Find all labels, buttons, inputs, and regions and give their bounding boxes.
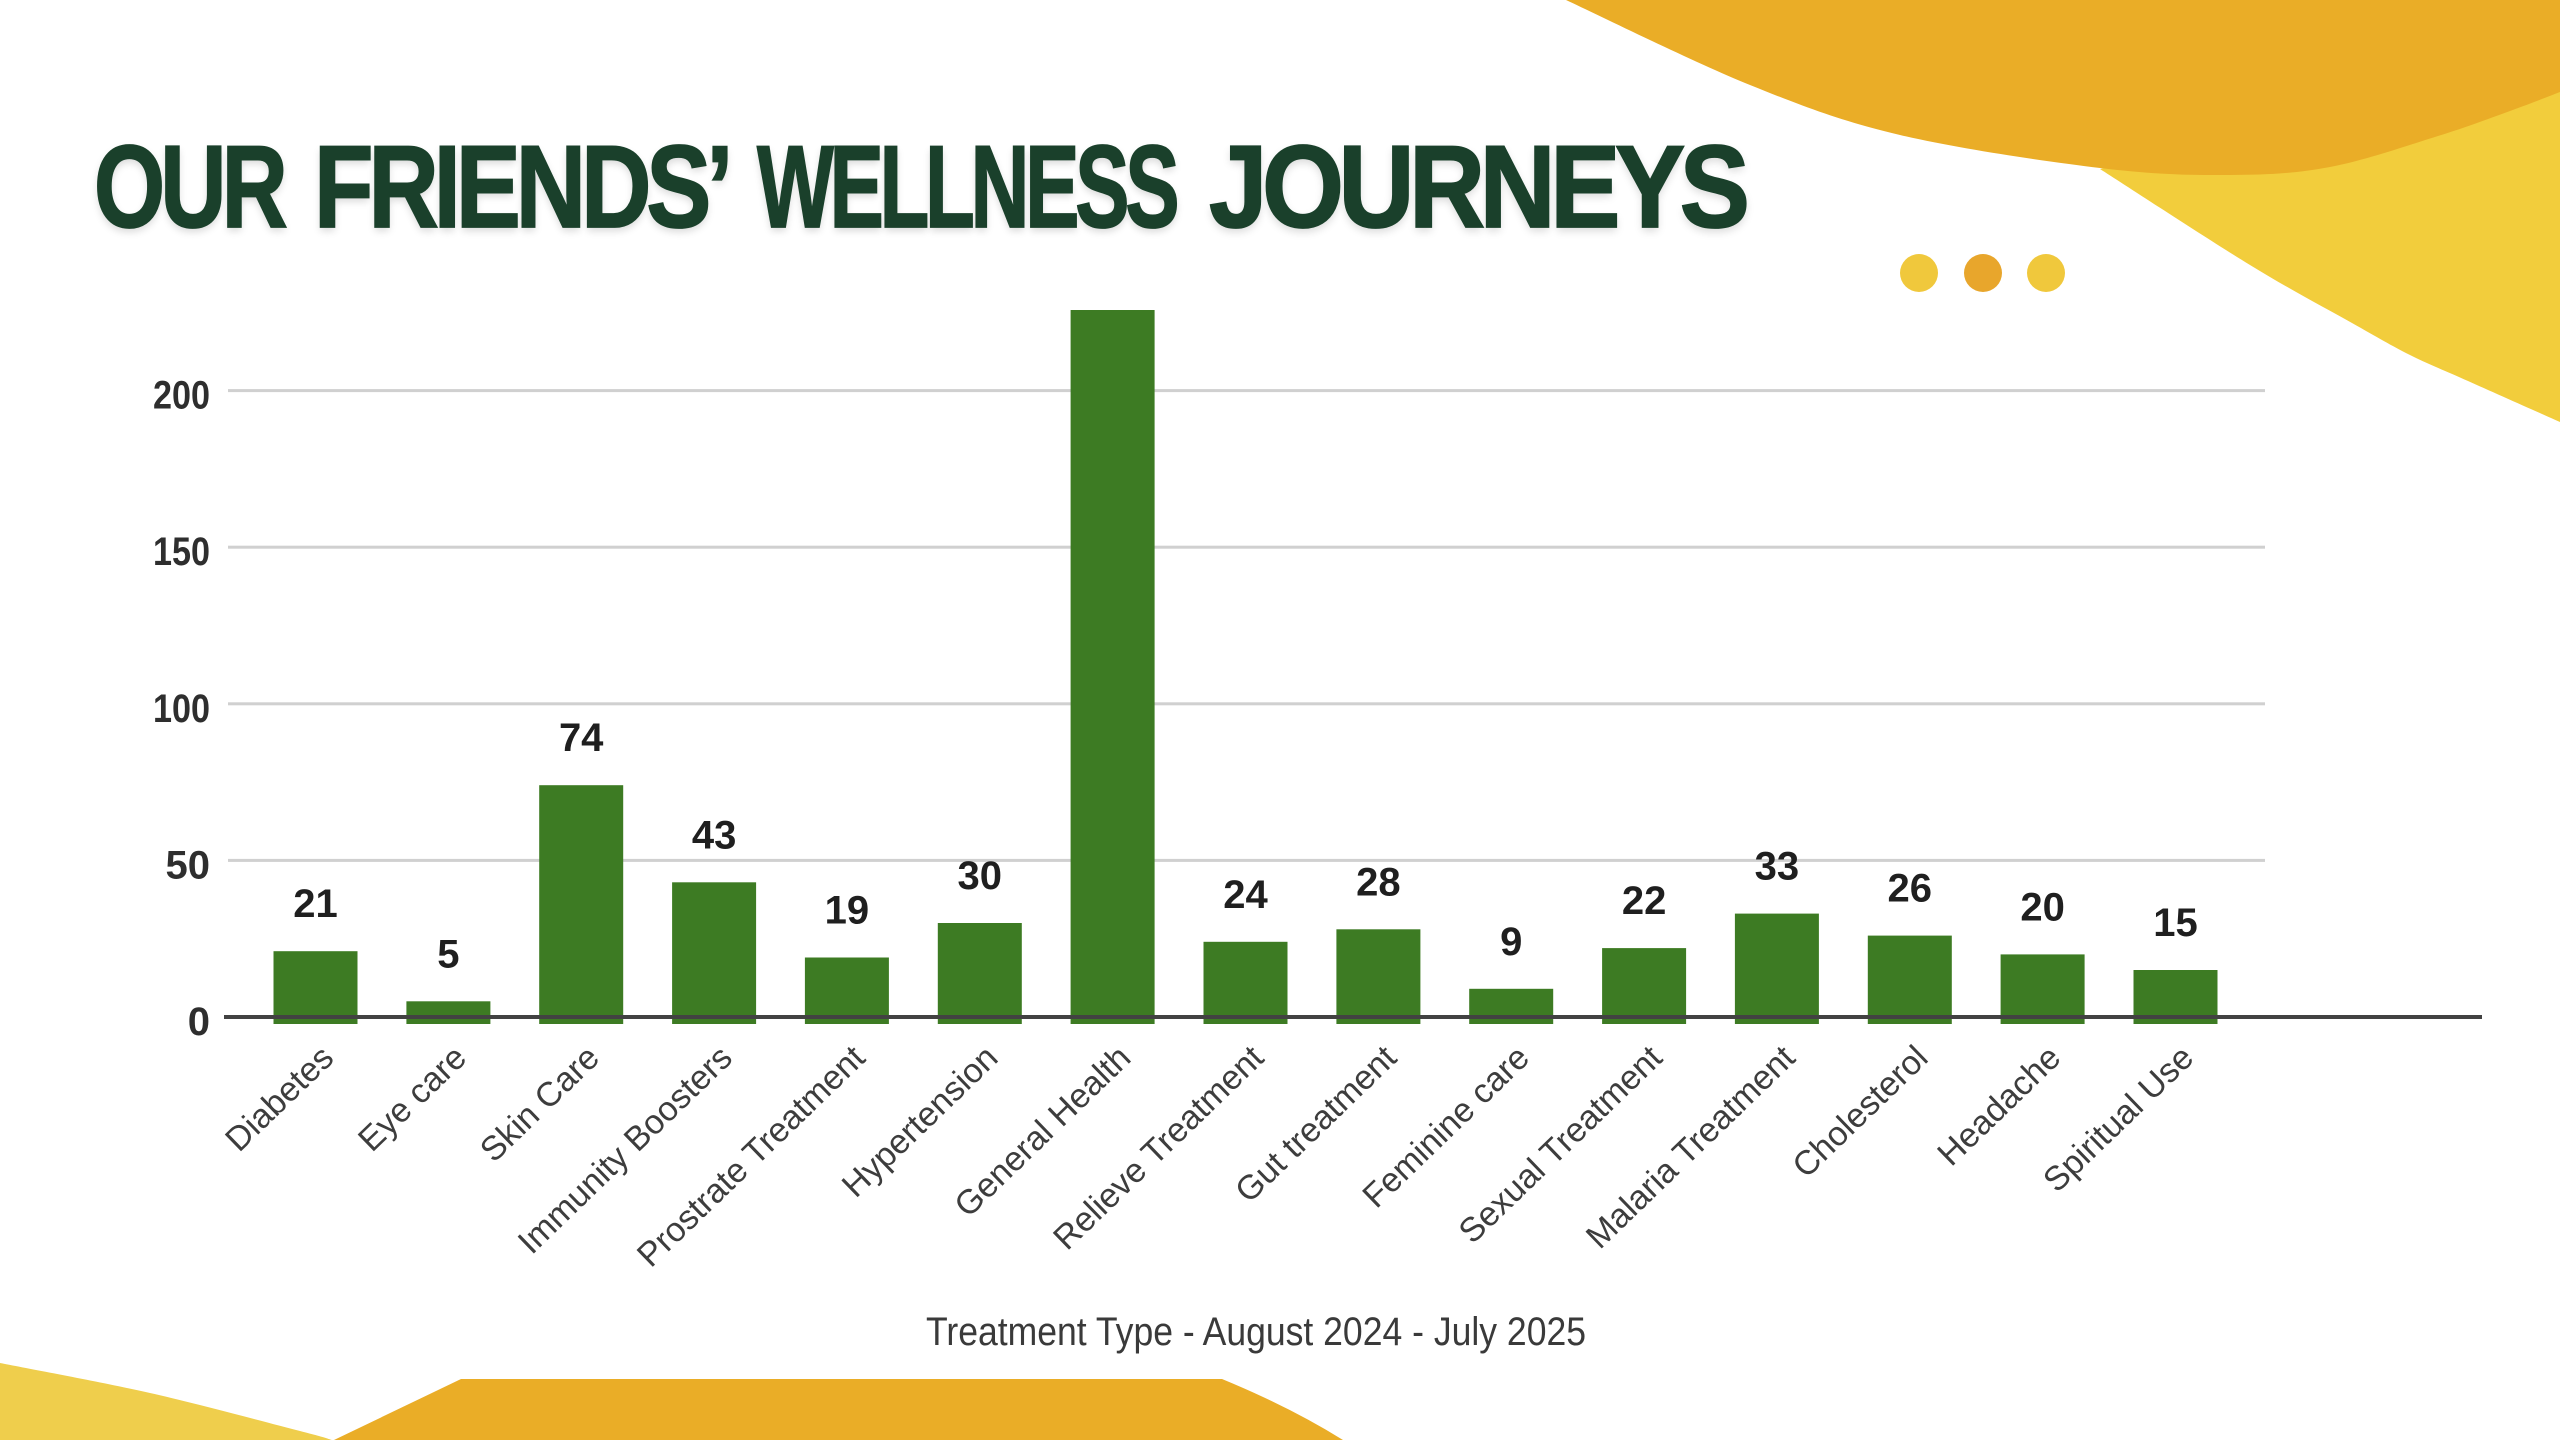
svg-text:5: 5 (437, 932, 459, 976)
svg-text:0: 0 (188, 1000, 210, 1044)
svg-text:21: 21 (293, 882, 338, 926)
svg-text:9: 9 (1500, 920, 1522, 964)
svg-text:Cholesterol: Cholesterol (1785, 1038, 1935, 1185)
svg-text:150: 150 (153, 530, 210, 574)
svg-text:43: 43 (692, 813, 737, 857)
svg-text:24: 24 (1223, 873, 1268, 917)
svg-text:28: 28 (1356, 860, 1401, 904)
svg-text:Headache: Headache (1930, 1038, 2068, 1173)
svg-text:Skin Care: Skin Care (473, 1038, 607, 1169)
svg-text:74: 74 (559, 716, 604, 760)
svg-text:30: 30 (958, 854, 1003, 898)
svg-text:Treatment Type - August 2024 -: Treatment Type - August 2024 - July 2025 (926, 1310, 1586, 1354)
svg-text:50: 50 (166, 843, 211, 887)
svg-text:22: 22 (1622, 879, 1667, 923)
svg-text:19: 19 (825, 889, 870, 933)
svg-text:20: 20 (2020, 885, 2065, 929)
svg-text:100: 100 (153, 687, 210, 731)
svg-text:Prostrate Treatment: Prostrate Treatment (630, 1038, 873, 1274)
svg-text:Diabetes: Diabetes (218, 1038, 341, 1159)
svg-text:15: 15 (2153, 901, 2198, 945)
svg-text:33: 33 (1755, 845, 1800, 889)
svg-text:Eye care: Eye care (351, 1038, 474, 1159)
svg-text:200: 200 (153, 374, 210, 418)
svg-text:26: 26 (1888, 867, 1933, 911)
